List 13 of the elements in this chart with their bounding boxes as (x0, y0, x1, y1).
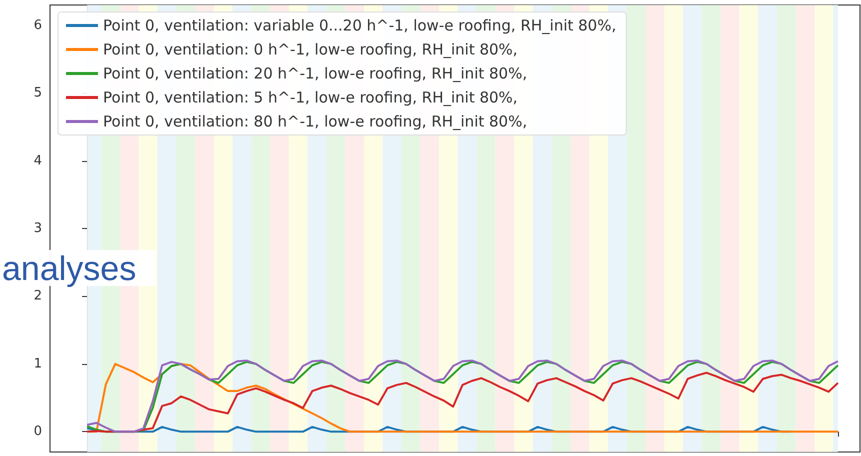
y-tick-label: 4 (34, 153, 42, 168)
legend-label: Point 0, ventilation: 5 h^-1, low-e roofing, RH_init 80%, (103, 88, 518, 106)
legend-label: Point 0, ventilation: 20 h^-1, low-e roofing, RH_init 80%, (103, 64, 528, 82)
y-tick-label: 5 (34, 86, 42, 101)
legend-label: Point 0, ventilation: 80 h^-1, low-e roofing, RH_init 80%, (103, 112, 528, 130)
legend-label: Point 0, ventilation: 0 h^-1, low-e roofing, RH_init 80%, (103, 40, 518, 58)
y-tick-label: 6 (34, 18, 42, 33)
y-tick-label: 2 (34, 288, 42, 304)
y-tick-label: 0 (34, 424, 42, 440)
y-tick-label: 1 (34, 356, 42, 372)
annotation: analyses (2, 250, 136, 288)
y-tick-label: 3 (34, 221, 42, 236)
legend-label: Point 0, ventilation: variable 0...20 h^-1, low-e roofing, RH_init 80%, (103, 16, 616, 34)
